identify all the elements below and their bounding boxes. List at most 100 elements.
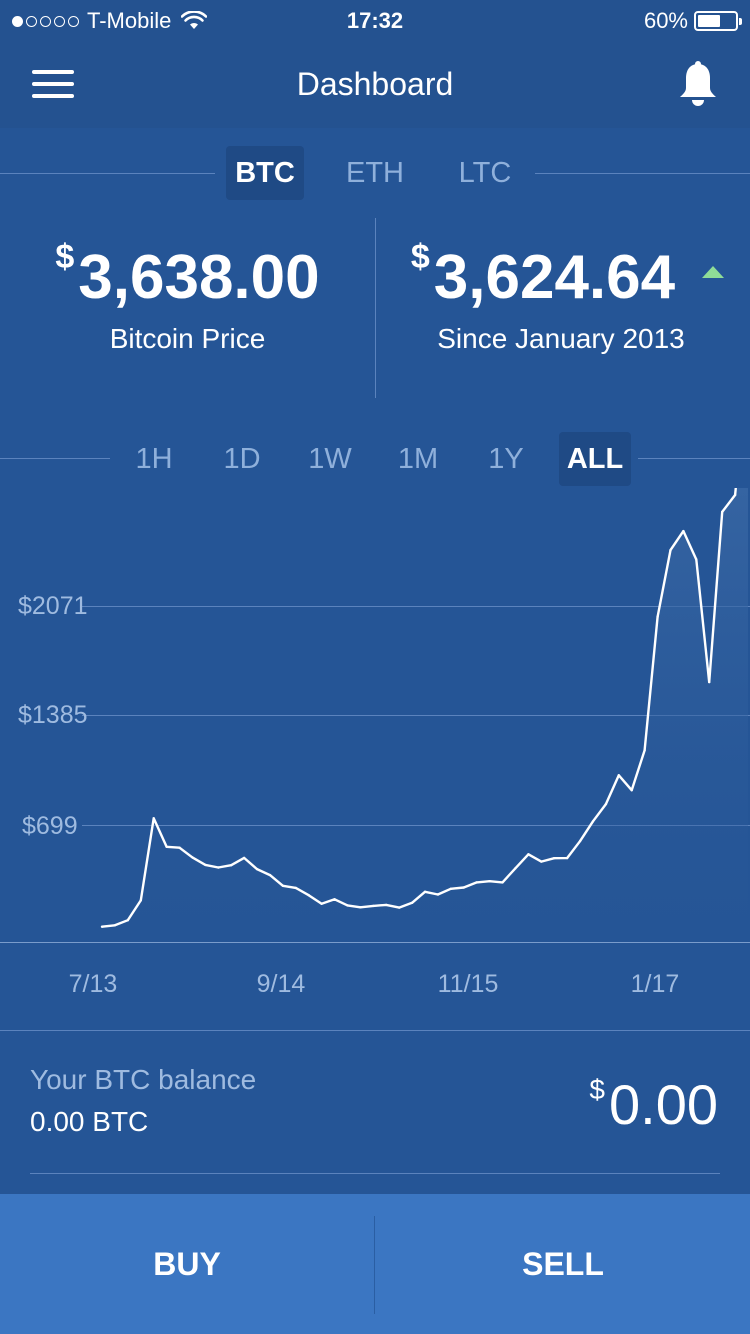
gridline [82, 825, 750, 826]
price-amount: 3,638.00 [78, 243, 320, 312]
chart-point [695, 558, 698, 561]
status-bar: T-Mobile 17:32 60% [0, 0, 750, 42]
chart-point [591, 820, 595, 823]
x-tick-label: 9/14 [256, 970, 306, 998]
currency-symbol: $ [410, 238, 430, 276]
gridline [82, 606, 750, 607]
currency-symbol: $ [589, 1074, 605, 1105]
chart-point [475, 881, 478, 884]
divider [374, 1216, 375, 1314]
range-tab-1m[interactable]: 1M [397, 443, 439, 475]
price-chart[interactable] [0, 488, 750, 944]
x-tick-label: 7/13 [68, 970, 118, 998]
action-bar: BUY SELL [0, 1194, 750, 1334]
price-value: $3,638.00 [0, 238, 375, 313]
range-tab-1w[interactable]: 1W [308, 443, 352, 475]
range-tab-1y[interactable]: 1Y [488, 443, 524, 475]
x-tick-label: 1/17 [630, 970, 680, 998]
divider [375, 218, 376, 398]
buy-button[interactable]: BUY [153, 1245, 221, 1282]
chart-point [514, 867, 517, 870]
chart-point [191, 856, 194, 859]
chart-point [656, 615, 659, 618]
chart-point [139, 899, 142, 902]
carrier-info: T-Mobile [12, 8, 208, 34]
range-tab-1d[interactable]: 1D [223, 443, 261, 475]
chart-point [255, 867, 259, 871]
chart-point [281, 884, 285, 887]
chart-point [113, 924, 117, 927]
change-label: Since January 2013 [437, 323, 685, 354]
chart-point [346, 904, 349, 907]
chart-point [565, 856, 569, 860]
bell-icon[interactable] [676, 60, 720, 108]
y-tick-label: $2071 [18, 592, 88, 620]
divider [0, 458, 110, 459]
btc-balance: 0.00 BTC [30, 1106, 149, 1137]
chart-point [178, 846, 181, 849]
chart-point [385, 903, 388, 907]
chart-point [320, 902, 323, 905]
chart-point [307, 894, 310, 897]
chart-point [708, 680, 711, 684]
chart-point [268, 873, 272, 877]
battery-icon [694, 11, 742, 31]
battery-status: 60% [643, 8, 742, 34]
range-tab-all[interactable]: ALL [559, 432, 631, 486]
chart-point [643, 749, 646, 752]
chart-point [165, 845, 168, 848]
hamburger-menu-icon[interactable] [32, 68, 76, 100]
divider [535, 173, 750, 174]
usd-amount: 0.00 [609, 1073, 718, 1136]
chart-point [436, 893, 440, 896]
chart-point [410, 901, 414, 904]
dashboard-content: BTC ETH LTC $3,638.00 Bitcoin Price $3,6… [0, 128, 750, 1194]
range-tab-1h[interactable]: 1H [135, 443, 173, 475]
tab-eth[interactable]: ETH [346, 157, 404, 189]
balance-label: Your BTC balance [30, 1064, 257, 1095]
chart-point [721, 510, 724, 514]
up-triangle-icon [702, 266, 724, 278]
tab-ltc[interactable]: LTC [458, 157, 512, 189]
page-title: Dashboard [296, 66, 454, 102]
gridline [82, 715, 750, 716]
chart-area-fill [102, 488, 748, 942]
chart-point [333, 898, 336, 901]
chart-point [540, 860, 543, 863]
chart-point [126, 919, 129, 922]
change-amount: 3,624.64 [433, 243, 676, 312]
chart-point [617, 774, 620, 777]
chart-point [488, 880, 491, 883]
chart-point [242, 856, 246, 860]
divider [0, 173, 215, 174]
chart-point [398, 906, 401, 909]
sell-button[interactable]: SELL [522, 1245, 604, 1282]
chart-point [372, 904, 375, 908]
chart-point [100, 925, 104, 928]
tab-btc[interactable]: BTC [226, 146, 304, 200]
carrier-name: T-Mobile [87, 8, 172, 33]
signal-strength-icon [12, 15, 79, 27]
divider [638, 458, 750, 459]
chart-point [230, 864, 233, 867]
chart-point [578, 840, 582, 843]
chart-point [294, 886, 297, 890]
chart-point [449, 887, 452, 890]
y-tick-label: $699 [22, 812, 78, 840]
chart-point [604, 802, 608, 806]
chart-point [462, 886, 465, 889]
divider [30, 1173, 720, 1174]
chart-point [359, 906, 362, 909]
divider [0, 1030, 750, 1031]
chart-point [682, 529, 685, 533]
price-change-stat: $3,624.64 Since January 2013 [376, 238, 746, 355]
battery-percent: 60% [643, 8, 688, 33]
chart-point [553, 857, 556, 860]
chart-point [423, 890, 427, 893]
price-label: Bitcoin Price [109, 323, 266, 354]
chart-point [217, 866, 220, 869]
chart-baseline [0, 942, 750, 943]
usd-balance: $0.00 [589, 1072, 718, 1137]
currency-symbol: $ [55, 238, 75, 276]
status-time: 17:32 [346, 8, 404, 33]
